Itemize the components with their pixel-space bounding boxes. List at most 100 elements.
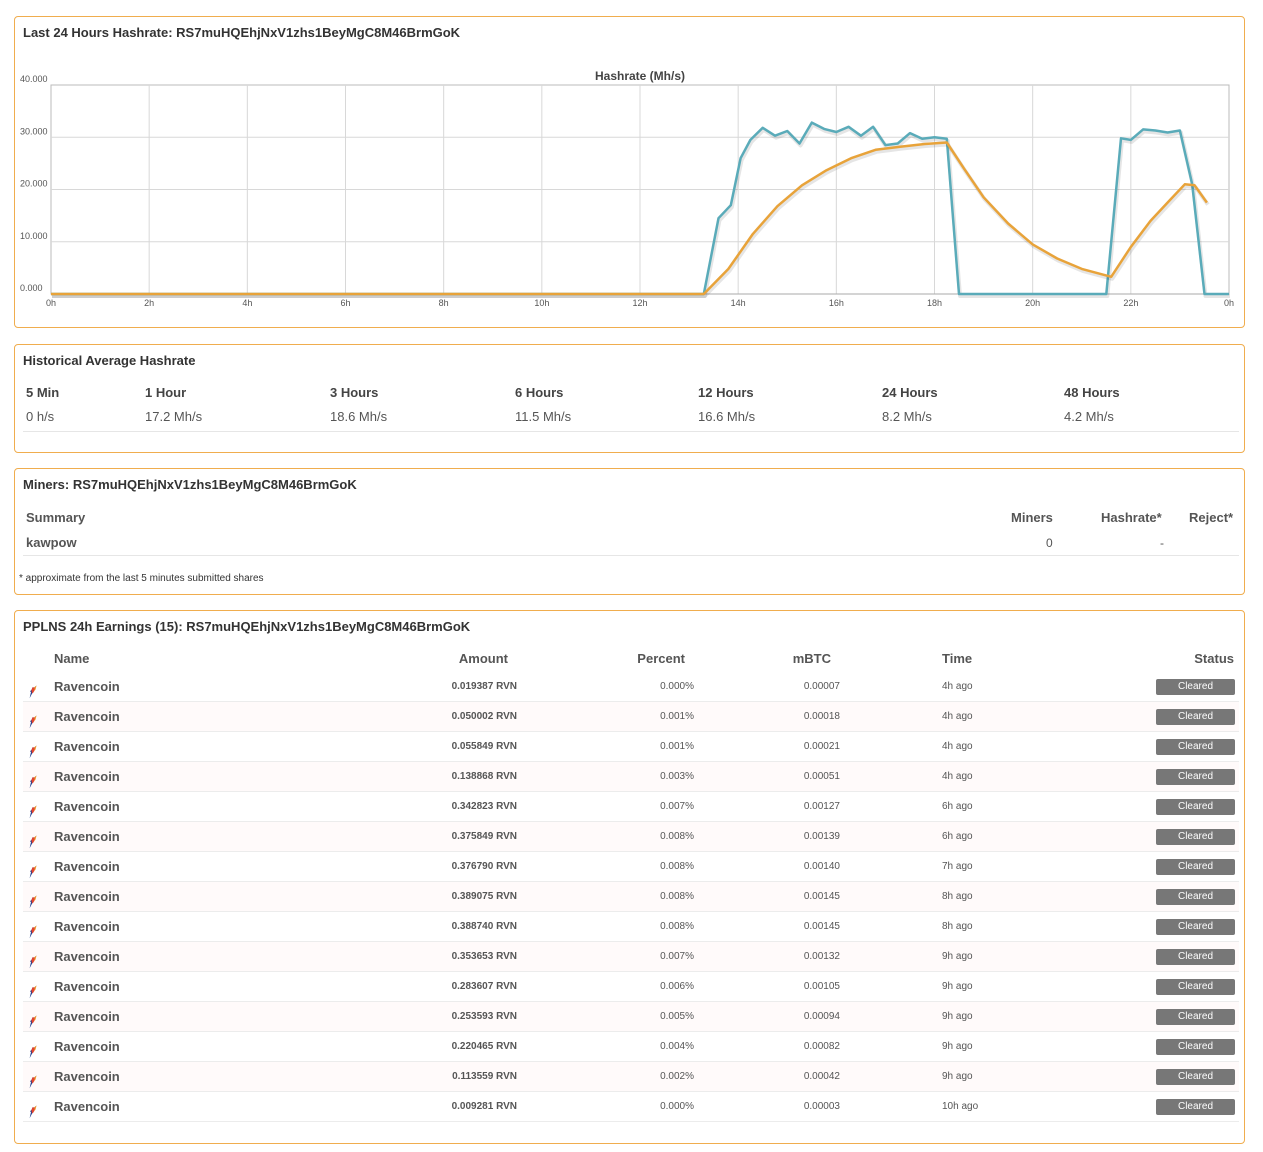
amount-cell: 0.342823 RVN: [451, 801, 517, 812]
mbtc-cell: 0.00145: [803, 891, 840, 902]
coin-name: Ravencoin: [54, 799, 120, 814]
table-row: Ravencoin 0.220465 RVN 0.004% 0.00082 9h ago…: [23, 1032, 1239, 1062]
coin-name: Ravencoin: [54, 919, 120, 934]
amount-cell: 0.050002 RVN: [451, 711, 517, 722]
x-tick-label: 14h: [731, 298, 746, 308]
percent-cell: 0.000%: [660, 1101, 694, 1112]
percent-cell: 0.008%: [660, 861, 694, 872]
amount-cell: 0.138868 RVN: [451, 771, 517, 782]
time-cell: 6h ago: [942, 831, 973, 842]
divider: [23, 555, 1239, 556]
ravencoin-icon: [29, 740, 38, 759]
x-tick-label: 0h: [46, 298, 56, 308]
coin-name: Ravencoin: [54, 739, 120, 754]
chart-title: Hashrate (Mh/s): [595, 69, 685, 83]
status-badge: Cleared: [1156, 709, 1235, 725]
percent-cell: 0.008%: [660, 921, 694, 932]
y-tick-label: 40.000: [20, 74, 48, 84]
ravencoin-icon: [29, 890, 38, 909]
mbtc-cell: 0.00127: [803, 801, 840, 812]
avg-col-48hours: 48 Hours 4.2 Mh/s: [1064, 385, 1120, 424]
miners-panel-title: Miners: RS7muHQEhjNxV1zhs1BeyMgC8M46BrmG…: [23, 477, 357, 492]
amount-cell: 0.353653 RVN: [451, 951, 517, 962]
status-badge: Cleared: [1156, 769, 1235, 785]
y-tick-label: 30.000: [20, 126, 48, 136]
avg-label: 1 Hour: [145, 385, 187, 400]
avg-label: 3 Hours: [330, 385, 379, 400]
x-tick-label: 0h: [1224, 298, 1234, 308]
time-cell: 9h ago: [942, 951, 973, 962]
ravencoin-icon: [29, 680, 38, 699]
series-shadow: [52, 122, 1230, 298]
hashrate-panel: 0h 2h 4h 6h 8h 10h 12h 14h 16h 18h 20h 22h 0h 0.000 10…: [14, 16, 1245, 328]
x-tick-label: 20h: [1025, 298, 1040, 308]
percent-cell: 0.005%: [660, 1011, 694, 1022]
ravencoin-icon: [29, 1100, 38, 1119]
time-cell: 9h ago: [942, 1041, 973, 1052]
coin-name: Ravencoin: [54, 1099, 120, 1114]
table-row: Ravencoin 0.253593 RVN 0.005% 0.00094 9h ago…: [23, 1002, 1239, 1032]
miners-panel: Miners: RS7muHQEhjNxV1zhs1BeyMgC8M46BrmG…: [14, 468, 1245, 595]
amount-cell: 0.019387 RVN: [451, 681, 517, 692]
avg-col-1hour: 1 Hour 17.2 Mh/s: [145, 385, 202, 424]
earnings-header-status: Status: [1194, 651, 1234, 666]
earnings-header-mbtc: mBTC: [792, 651, 831, 666]
avg-value: 4.2 Mh/s: [1064, 409, 1114, 424]
ravencoin-icon: [29, 800, 38, 819]
table-row: Ravencoin 0.113559 RVN 0.002% 0.00042 9h ago…: [23, 1062, 1239, 1092]
x-tick-label: 22h: [1123, 298, 1138, 308]
hashrate-panel-title: Last 24 Hours Hashrate: RS7muHQEhjNxV1zh…: [23, 25, 461, 40]
percent-cell: 0.002%: [660, 1071, 694, 1082]
table-row: Ravencoin 0.389075 RVN 0.008% 0.00145 8h ago…: [23, 882, 1239, 912]
avg-col-6hours: 6 Hours 11.5 Mh/s: [515, 385, 571, 424]
x-tick-label: 10h: [534, 298, 549, 308]
coin-name: Ravencoin: [54, 769, 120, 784]
status-badge: Cleared: [1156, 1039, 1235, 1055]
amount-cell: 0.253593 RVN: [451, 1011, 517, 1022]
table-row: Ravencoin 0.376790 RVN 0.008% 0.00140 7h ago…: [23, 852, 1239, 882]
avg-col-24hours: 24 Hours 8.2 Mh/s: [882, 385, 938, 424]
x-tick-label: 4h: [242, 298, 252, 308]
hashrate-chart: 0h 2h 4h 6h 8h 10h 12h 14h 16h 18h 20h 22h 0h0.00010…: [20, 69, 1234, 308]
time-cell: 6h ago: [942, 801, 973, 812]
amount-cell: 0.388740 RVN: [451, 921, 517, 932]
x-tick-label: 12h: [632, 298, 647, 308]
avg-value: 8.2 Mh/s: [882, 409, 932, 424]
mbtc-cell: 0.00051: [803, 771, 840, 782]
table-row: Ravencoin 0.388740 RVN 0.008% 0.00145 8h ago…: [23, 912, 1239, 942]
ravencoin-icon: [29, 920, 38, 939]
amount-cell: 0.376790 RVN: [451, 861, 517, 872]
amount-cell: 0.375849 RVN: [451, 831, 517, 842]
time-cell: 9h ago: [942, 981, 973, 992]
amount-cell: 0.220465 RVN: [451, 1041, 517, 1052]
avg-col-12hours: 12 Hours 16.6 Mh/s: [698, 385, 755, 424]
avg-label: 5 Min: [26, 385, 60, 400]
ravencoin-icon: [29, 1040, 38, 1059]
y-tick-label: 20.000: [20, 179, 48, 189]
ravencoin-icon: [29, 1010, 38, 1029]
percent-cell: 0.008%: [660, 891, 694, 902]
miners-header-miners: Miners: [1011, 510, 1053, 525]
y-tick-label: 0.000: [20, 283, 43, 293]
miners-header-hashrate: Hashrate*: [1101, 510, 1162, 525]
status-badge: Cleared: [1156, 1069, 1235, 1085]
mbtc-cell: 0.00007: [803, 681, 840, 692]
average-hashrate-line: [51, 141, 1208, 296]
earnings-header-name: Name: [54, 651, 90, 666]
avg-col-5min: 5 Min 0 h/s: [26, 385, 59, 424]
time-cell: 10h ago: [942, 1101, 979, 1112]
status-badge: Cleared: [1156, 799, 1235, 815]
time-cell: 4h ago: [942, 741, 973, 752]
earnings-header-amount: Amount: [458, 651, 508, 666]
x-tick-label: 2h: [144, 298, 154, 308]
miners-count: 0: [1046, 536, 1053, 550]
avg-value: 18.6 Mh/s: [330, 409, 388, 424]
avg-label: 24 Hours: [882, 385, 938, 400]
miners-header-reject: Reject*: [1189, 510, 1234, 525]
percent-cell: 0.000%: [660, 681, 694, 692]
coin-name: Ravencoin: [54, 709, 120, 724]
algo-name: kawpow: [26, 535, 77, 550]
amount-cell: 0.055849 RVN: [451, 741, 517, 752]
percent-cell: 0.008%: [660, 831, 694, 842]
table-row: Ravencoin 0.342823 RVN 0.007% 0.00127 6h ago…: [23, 792, 1239, 822]
